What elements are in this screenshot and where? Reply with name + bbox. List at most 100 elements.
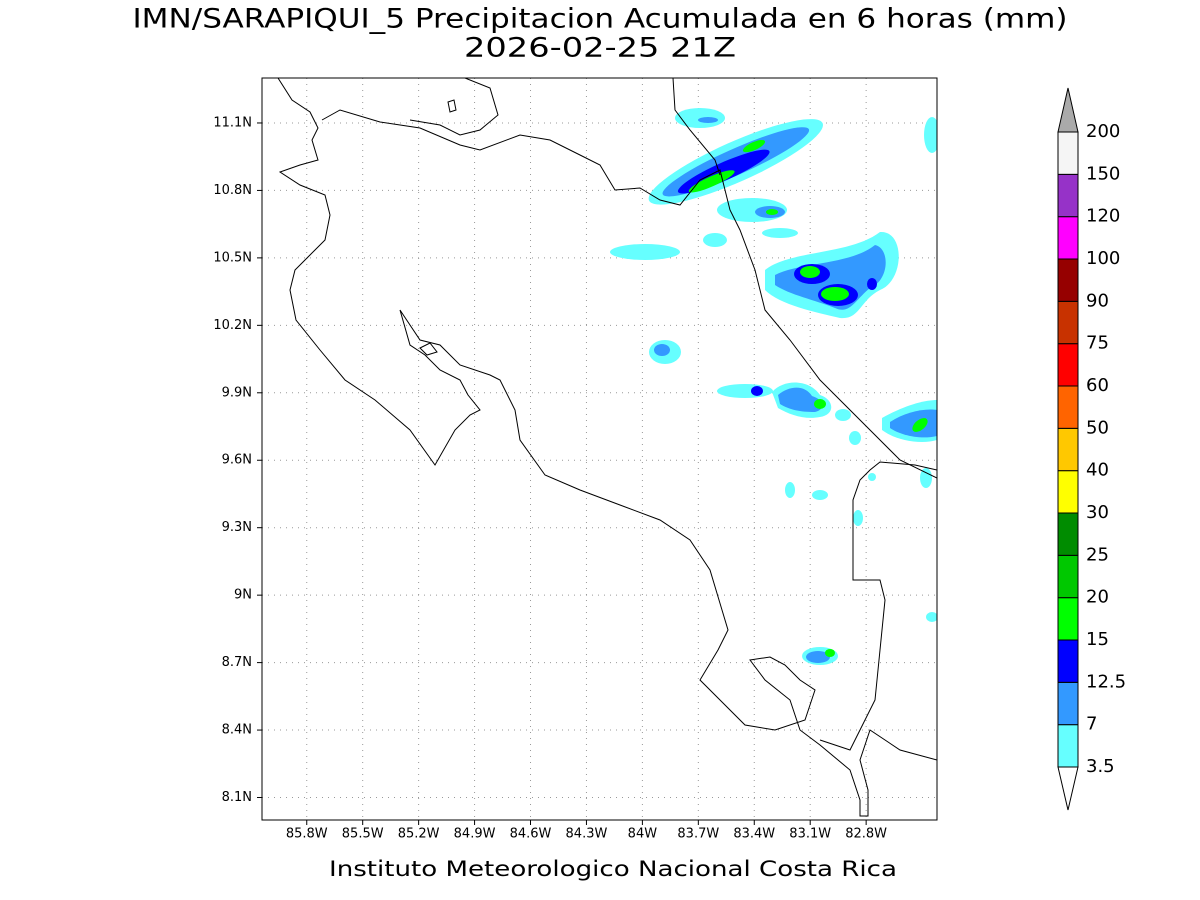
x-tick-label: 84.3W [566, 827, 608, 842]
colorbar-label: 20 [1086, 587, 1109, 608]
x-tick-label: 85.8W [286, 827, 328, 842]
precip-area [868, 473, 876, 481]
precipitation [610, 108, 937, 665]
map-frame [261, 77, 938, 821]
x-tick-label: 83.1W [789, 827, 831, 842]
precip-area [912, 418, 928, 432]
colorbar-label: 60 [1086, 375, 1109, 396]
precip-area [785, 482, 795, 498]
colorbar-label: 3.5 [1086, 756, 1115, 777]
footer: Instituto Meteorologico Nacional Costa R… [329, 857, 897, 881]
y-tick-label: 10.5N [213, 250, 252, 265]
y-tick-label: 8.1N [222, 790, 252, 805]
precip-area [778, 387, 823, 412]
colorbar-segment [1057, 258, 1079, 302]
colorbar-upper-triangle [1057, 87, 1079, 133]
colorbar-segment [1057, 554, 1079, 599]
x-tick-label: 84W [628, 827, 658, 842]
x-tick-label: 82.8W [845, 827, 887, 842]
y-tick-label: 9N [234, 588, 252, 603]
precip-area [835, 409, 851, 421]
subtitle: 2026-02-25 21Z [464, 33, 736, 64]
precip-area [806, 651, 830, 663]
coastline [277, 78, 937, 817]
island [419, 342, 438, 356]
colorbar-segment [1057, 300, 1079, 345]
precip-area [703, 233, 727, 247]
precip-area [654, 344, 670, 356]
precip-area [890, 409, 937, 438]
y-tick-label: 10.8N [213, 183, 252, 198]
colorbar-segment [1057, 724, 1079, 768]
y-tick-label: 9.3N [222, 520, 252, 535]
lake-shore [409, 78, 499, 136]
colorbar-segment [1057, 639, 1079, 683]
precip-area [717, 384, 773, 398]
precip-area [825, 649, 835, 657]
precip-area [742, 139, 766, 153]
precip-area [920, 468, 932, 488]
coastline [277, 78, 937, 817]
precip-area [814, 399, 826, 409]
title: IMN/SARAPIQUI_5 Precipitacion Acumulada … [133, 4, 1068, 35]
colorbar-label: 50 [1086, 417, 1109, 438]
colorbar-label: 100 [1086, 248, 1120, 269]
colorbar-segment [1057, 427, 1079, 472]
colorbar-label: 75 [1086, 333, 1109, 354]
precip-area [924, 117, 937, 153]
precip-area [751, 386, 763, 396]
precip-area [766, 209, 778, 215]
precip-area [849, 431, 861, 445]
colorbar-label: 30 [1086, 502, 1109, 523]
colorbar-segment [1057, 681, 1079, 726]
colorbar-label: 90 [1086, 290, 1109, 311]
colorbar-segment [1057, 216, 1079, 260]
colorbar-label: 200 [1086, 121, 1120, 142]
precip-area [698, 117, 718, 123]
precip-area [926, 612, 937, 622]
precip-area [800, 266, 820, 278]
border [819, 461, 937, 751]
y-tick-label: 9.6N [222, 453, 252, 468]
colorbar-segment [1057, 343, 1079, 387]
colorbar-segment [1057, 385, 1079, 429]
precip-area [775, 245, 886, 310]
colorbar-segment [1057, 173, 1079, 218]
colorbar-label: 12.5 [1086, 671, 1126, 692]
y-tick-label: 9.9N [222, 385, 252, 400]
colorbar-label: 150 [1086, 163, 1120, 184]
colorbar-label: 120 [1086, 206, 1120, 227]
island [447, 99, 457, 113]
colorbar-label: 7 [1086, 714, 1097, 735]
border [321, 109, 937, 479]
precip-area [675, 108, 725, 128]
colorbar-label: 25 [1086, 544, 1109, 565]
precip-area [821, 287, 849, 301]
y-tick-label: 8.4N [222, 723, 252, 738]
colorbar-label: 40 [1086, 460, 1109, 481]
x-tick-label: 84.6W [510, 827, 552, 842]
precip-area [853, 510, 863, 526]
precip-area [610, 244, 680, 260]
x-tick-label: 84.9W [454, 827, 496, 842]
x-tick-label: 85.5W [342, 827, 384, 842]
grid [262, 78, 937, 820]
colorbar-segment [1057, 470, 1079, 514]
precip-area [867, 278, 877, 290]
colorbar-segment [1057, 131, 1079, 175]
colorbar-segment [1057, 512, 1079, 556]
x-tick-label: 83.4W [733, 827, 775, 842]
precip-area [812, 490, 828, 500]
colorbar-label: 15 [1086, 629, 1109, 650]
y-tick-label: 10.2N [213, 318, 252, 333]
colorbar: 3.5 7 12.5 15 20 25 30 40 50 60 75 90 100 120 150 200 [1057, 87, 1126, 811]
y-tick-label: 8.7N [222, 655, 252, 670]
y-tick-label: 11.1N [213, 115, 252, 130]
colorbar-segment [1057, 597, 1079, 641]
colorbar-lower-triangle [1057, 766, 1079, 811]
precip-area [762, 228, 798, 238]
x-tick-label: 85.2W [398, 827, 440, 842]
precip-area [688, 170, 735, 193]
